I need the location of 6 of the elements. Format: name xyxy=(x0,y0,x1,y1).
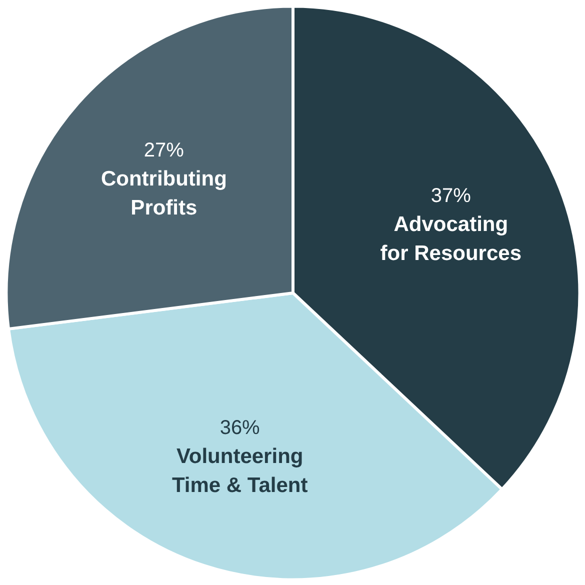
data-label: 37% xyxy=(430,184,472,207)
slice-label: Volunteering Time & Talent xyxy=(172,445,308,497)
data-label: 27% xyxy=(144,140,184,162)
data-label: 36% xyxy=(220,416,260,439)
slice-label: Contributing Profits xyxy=(100,168,227,220)
slice-label: Advocating for Resources xyxy=(380,213,522,265)
